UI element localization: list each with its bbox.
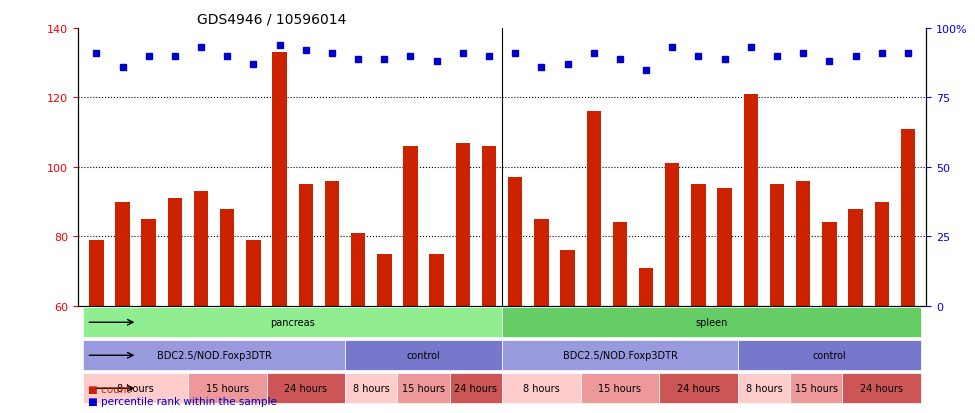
- Bar: [482, 147, 496, 306]
- Text: ■ percentile rank within the sample: ■ percentile rank within the sample: [88, 396, 277, 406]
- FancyBboxPatch shape: [83, 373, 188, 403]
- Bar: [141, 219, 156, 306]
- Bar: [612, 223, 627, 306]
- Bar: [665, 164, 680, 306]
- Text: 8 hours: 8 hours: [117, 383, 154, 393]
- Text: 15 hours: 15 hours: [795, 383, 838, 393]
- Bar: [404, 147, 417, 306]
- FancyBboxPatch shape: [502, 341, 738, 370]
- FancyBboxPatch shape: [738, 373, 790, 403]
- Bar: [351, 233, 366, 306]
- Bar: [534, 219, 549, 306]
- Bar: [875, 202, 889, 306]
- Text: 8 hours: 8 hours: [523, 383, 560, 393]
- Bar: [168, 199, 182, 306]
- FancyBboxPatch shape: [188, 373, 266, 403]
- Bar: [220, 209, 234, 306]
- Bar: [298, 185, 313, 306]
- Bar: [194, 192, 209, 306]
- Bar: [822, 223, 837, 306]
- FancyBboxPatch shape: [581, 373, 659, 403]
- Bar: [770, 185, 784, 306]
- Bar: [89, 240, 103, 306]
- Bar: [325, 181, 339, 306]
- Text: 15 hours: 15 hours: [206, 383, 249, 393]
- Text: control: control: [812, 350, 846, 361]
- Text: 24 hours: 24 hours: [677, 383, 720, 393]
- Text: 8 hours: 8 hours: [746, 383, 782, 393]
- Bar: [272, 53, 287, 306]
- Text: spleen: spleen: [695, 318, 727, 328]
- Text: 24 hours: 24 hours: [860, 383, 903, 393]
- FancyBboxPatch shape: [345, 373, 398, 403]
- FancyBboxPatch shape: [449, 373, 502, 403]
- Text: control: control: [407, 350, 441, 361]
- Bar: [639, 268, 653, 306]
- FancyBboxPatch shape: [790, 373, 842, 403]
- FancyBboxPatch shape: [659, 373, 738, 403]
- Bar: [587, 112, 601, 306]
- FancyBboxPatch shape: [502, 373, 581, 403]
- Bar: [691, 185, 706, 306]
- FancyBboxPatch shape: [738, 341, 921, 370]
- Text: 8 hours: 8 hours: [353, 383, 390, 393]
- Bar: [247, 240, 260, 306]
- Text: 24 hours: 24 hours: [454, 383, 497, 393]
- Bar: [455, 143, 470, 306]
- Bar: [561, 251, 575, 306]
- FancyBboxPatch shape: [398, 373, 449, 403]
- Text: ■ count: ■ count: [88, 385, 131, 394]
- Text: BDC2.5/NOD.Foxp3DTR: BDC2.5/NOD.Foxp3DTR: [563, 350, 678, 361]
- Bar: [848, 209, 863, 306]
- Bar: [429, 254, 444, 306]
- FancyBboxPatch shape: [83, 308, 502, 337]
- Text: pancreas: pancreas: [270, 318, 315, 328]
- Bar: [718, 188, 732, 306]
- Bar: [115, 202, 130, 306]
- FancyBboxPatch shape: [345, 341, 502, 370]
- FancyBboxPatch shape: [83, 341, 345, 370]
- Text: 15 hours: 15 hours: [599, 383, 642, 393]
- Bar: [796, 181, 810, 306]
- Bar: [901, 129, 916, 306]
- Bar: [377, 254, 392, 306]
- Text: GDS4946 / 10596014: GDS4946 / 10596014: [197, 12, 346, 26]
- Text: 24 hours: 24 hours: [285, 383, 328, 393]
- FancyBboxPatch shape: [266, 373, 345, 403]
- Text: 15 hours: 15 hours: [402, 383, 445, 393]
- Bar: [508, 178, 523, 306]
- Text: BDC2.5/NOD.Foxp3DTR: BDC2.5/NOD.Foxp3DTR: [157, 350, 272, 361]
- FancyBboxPatch shape: [842, 373, 921, 403]
- Bar: [744, 95, 758, 306]
- FancyBboxPatch shape: [502, 308, 921, 337]
